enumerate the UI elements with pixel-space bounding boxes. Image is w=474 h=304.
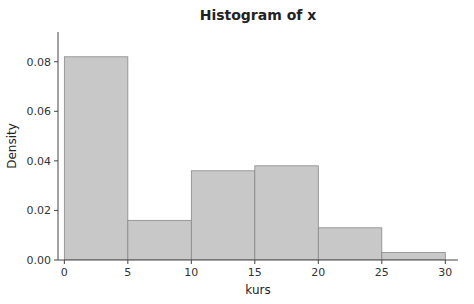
chart-title: Histogram of x xyxy=(200,7,317,23)
chart: 0 5 10 15 20 25 30 0.00 0.02 0.04 0.06 0.08 Histogra… xyxy=(0,0,474,304)
x-tick-label: 25 xyxy=(375,266,389,279)
y-tick xyxy=(54,210,58,211)
y-axis-label: Density xyxy=(5,123,19,169)
x-tick xyxy=(445,260,446,264)
y-tick xyxy=(54,160,58,161)
y-tick-label: 0.04 xyxy=(27,155,52,168)
y-tick-label: 0.00 xyxy=(27,254,52,267)
x-tick-label: 15 xyxy=(248,266,262,279)
x-tick xyxy=(318,260,319,264)
x-tick-label: 20 xyxy=(311,266,325,279)
x-tick-label: 0 xyxy=(61,266,68,279)
x-tick xyxy=(127,260,128,264)
x-tick xyxy=(381,260,382,264)
y-tick xyxy=(54,61,58,62)
x-axis-line xyxy=(58,260,458,261)
x-tick xyxy=(64,260,65,264)
y-tick-label: 0.08 xyxy=(27,56,52,69)
chart-container: 0 5 10 15 20 25 30 0.00 0.02 0.04 0.06 0.08 Histogra… xyxy=(0,0,474,304)
y-tick xyxy=(54,111,58,112)
histogram-bar xyxy=(191,171,254,260)
histogram-bar xyxy=(64,57,127,260)
y-tick-label: 0.02 xyxy=(27,204,52,217)
x-tick xyxy=(254,260,255,264)
histogram-bar xyxy=(255,166,318,260)
x-tick xyxy=(191,260,192,264)
histogram-bar xyxy=(128,220,191,260)
y-axis-line xyxy=(58,32,59,260)
histogram-bar xyxy=(382,253,445,260)
x-tick-label: 5 xyxy=(124,266,131,279)
x-tick-label: 30 xyxy=(438,266,452,279)
bars xyxy=(64,57,445,260)
x-tick-label: 10 xyxy=(184,266,198,279)
y-tick xyxy=(54,260,58,261)
histogram-bar xyxy=(318,228,381,260)
x-axis-label: kurs xyxy=(245,283,270,297)
y-tick-label: 0.06 xyxy=(27,105,52,118)
